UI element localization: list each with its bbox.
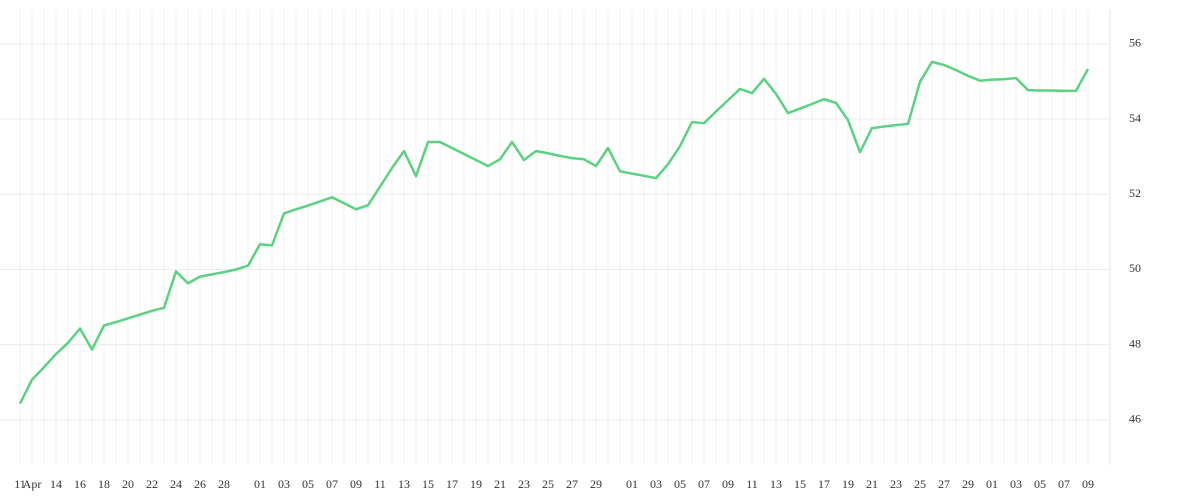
x-tick-label: 20 <box>122 477 134 491</box>
x-tick-label: 15 <box>794 477 806 491</box>
x-tick-label: 19 <box>842 477 854 491</box>
y-tick-label: 52 <box>1129 186 1141 200</box>
price-line <box>18 60 1090 405</box>
x-tick-label: 16 <box>74 477 86 491</box>
y-tick-label: 56 <box>1129 36 1141 50</box>
y-tick-label: 54 <box>1129 111 1141 125</box>
x-tick-label: 29 <box>590 477 602 491</box>
x-tick-label: 21 <box>494 477 506 491</box>
x-tick-label: 09 <box>722 477 734 491</box>
x-tick-label: 27 <box>566 477 578 491</box>
x-tick-label: 15 <box>422 477 434 491</box>
x-tick-label: 29 <box>962 477 974 491</box>
x-tick-label: 01 <box>254 477 266 491</box>
x-tick-label: 09 <box>350 477 362 491</box>
x-tick-label: 05 <box>1034 477 1046 491</box>
x-tick-label: 03 <box>650 477 662 491</box>
x-tick-label: 03 <box>1010 477 1022 491</box>
x-tick-label: 13 <box>398 477 410 491</box>
x-tick-label: 07 <box>326 477 338 491</box>
x-tick-label: 18 <box>98 477 110 491</box>
x-tick-label: 25 <box>914 477 926 491</box>
x-tick-label: 19 <box>470 477 482 491</box>
x-tick-label: 22 <box>146 477 158 491</box>
x-tick-label: 01 <box>986 477 998 491</box>
x-tick-label: 21 <box>866 477 878 491</box>
x-tick-label: 05 <box>302 477 314 491</box>
x-tick-label: 13 <box>770 477 782 491</box>
x-tick-label: 23 <box>518 477 530 491</box>
x-tick-label: 25 <box>542 477 554 491</box>
y-tick-label: 50 <box>1129 261 1141 275</box>
x-tick-label: 27 <box>938 477 950 491</box>
y-tick-label: 48 <box>1129 336 1141 350</box>
x-tick-label: 17 <box>446 477 458 491</box>
x-tick-label: 28 <box>218 477 230 491</box>
x-tick-label: 17 <box>818 477 830 491</box>
x-tick-label: 11 <box>374 477 386 491</box>
x-tick-label: 14 <box>50 477 62 491</box>
x-tick-label: 09 <box>1082 477 1094 491</box>
plot-area <box>18 60 1090 405</box>
x-tick-label: 03 <box>278 477 290 491</box>
x-tick-label: 24 <box>170 477 182 491</box>
x-tick-label: 07 <box>1058 477 1070 491</box>
x-tick-label: 11 <box>746 477 758 491</box>
x-tick-label: 11 <box>14 477 26 491</box>
x-tick-label: 26 <box>194 477 206 491</box>
x-tick-label: 23 <box>890 477 902 491</box>
y-tick-label: 46 <box>1129 412 1141 426</box>
x-tick-label: 05 <box>674 477 686 491</box>
x-tick-label: 07 <box>698 477 710 491</box>
x-tick-label: Apr <box>23 477 42 491</box>
x-tick-label: 01 <box>626 477 638 491</box>
grid <box>0 10 1110 465</box>
